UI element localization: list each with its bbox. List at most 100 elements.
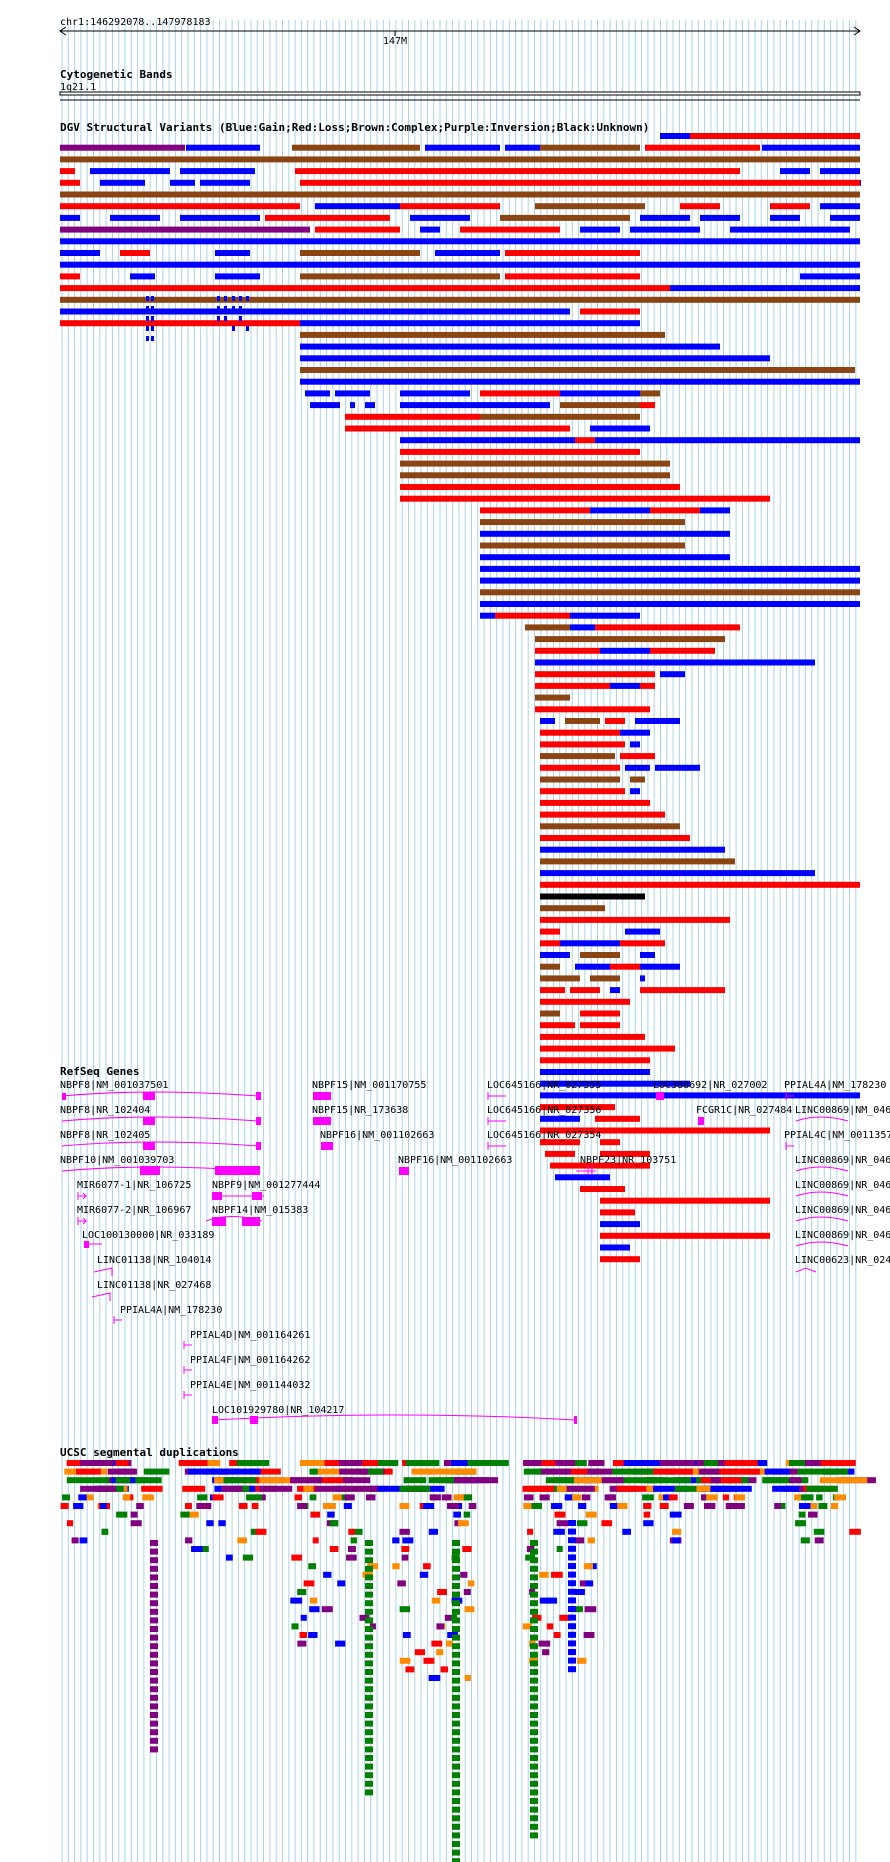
segdup-block[interactable] <box>437 1589 448 1595</box>
segdup-block[interactable] <box>346 1554 357 1561</box>
segdup-block[interactable] <box>414 1649 426 1656</box>
variant-bar[interactable] <box>300 308 570 315</box>
segdup-block[interactable] <box>616 1477 656 1484</box>
segdup-block[interactable] <box>365 1755 373 1761</box>
variant-bar[interactable] <box>540 928 560 935</box>
variant-bar[interactable] <box>365 402 375 409</box>
variant-bar[interactable] <box>640 402 655 409</box>
segdup-block[interactable] <box>242 1554 254 1561</box>
variant-bar[interactable] <box>200 179 250 186</box>
segdup-block[interactable] <box>574 1537 585 1544</box>
segdup-block[interactable] <box>699 1485 722 1492</box>
variant-tick[interactable] <box>217 306 220 311</box>
variant-bar[interactable] <box>640 987 725 994</box>
segdup-block[interactable] <box>365 1720 373 1727</box>
gene-label[interactable]: LINC00869|NR_046 <box>795 1155 890 1166</box>
segdup-block[interactable] <box>226 1554 233 1561</box>
variant-bar[interactable] <box>540 1057 650 1064</box>
variant-tick[interactable] <box>146 296 149 301</box>
segdup-block[interactable] <box>530 1565 538 1572</box>
segdup-block[interactable] <box>653 1485 690 1492</box>
segdup-block[interactable] <box>604 1494 616 1501</box>
segdup-block[interactable] <box>643 1511 651 1518</box>
segdup-block[interactable] <box>668 1468 693 1475</box>
segdup-block[interactable] <box>800 1494 810 1501</box>
segdup-block[interactable] <box>365 1634 373 1641</box>
segdup-block[interactable] <box>452 1600 460 1607</box>
segdup-block[interactable] <box>150 1651 158 1658</box>
segdup-block[interactable] <box>436 1649 444 1656</box>
segdup-block[interactable] <box>530 1540 538 1546</box>
variant-bar[interactable] <box>300 331 665 338</box>
variant-bar[interactable] <box>400 460 670 467</box>
segdup-block[interactable] <box>66 1477 110 1484</box>
segdup-block[interactable] <box>143 1468 170 1475</box>
segdup-block[interactable] <box>453 1511 461 1518</box>
segdup-block[interactable] <box>150 1677 158 1684</box>
segdup-block[interactable] <box>321 1606 333 1613</box>
variant-bar[interactable] <box>540 823 680 830</box>
segdup-block[interactable] <box>530 1583 538 1589</box>
variant-bar[interactable] <box>610 612 640 619</box>
segdup-block[interactable] <box>583 1632 595 1638</box>
segdup-block[interactable] <box>150 1634 158 1641</box>
segdup-block[interactable] <box>150 1746 158 1753</box>
variant-bar[interactable] <box>540 916 730 923</box>
segdup-block[interactable] <box>60 1503 69 1509</box>
segdup-block[interactable] <box>329 1546 339 1552</box>
segdup-block[interactable] <box>452 1858 460 1862</box>
segdup-block[interactable] <box>530 1634 538 1641</box>
segdup-block[interactable] <box>205 1503 212 1509</box>
segdup-block[interactable] <box>805 1494 814 1501</box>
segdup-block[interactable] <box>365 1780 373 1787</box>
segdup-block[interactable] <box>339 1468 369 1475</box>
segdup-block[interactable] <box>762 1477 787 1484</box>
gene-label[interactable]: LOC101929780|NR_104217 <box>212 1405 344 1416</box>
segdup-block[interactable] <box>588 1460 605 1466</box>
variant-bar[interactable] <box>540 1092 860 1099</box>
segdup-block[interactable] <box>342 1477 371 1484</box>
segdup-block[interactable] <box>464 1606 475 1613</box>
segdup-block[interactable] <box>405 1666 415 1673</box>
segdup-block[interactable] <box>698 1485 711 1492</box>
variant-bar[interactable] <box>600 402 640 409</box>
variant-bar[interactable] <box>540 905 605 912</box>
segdup-block[interactable] <box>196 1503 205 1509</box>
segdup-block[interactable] <box>530 1617 538 1624</box>
segdup-block[interactable] <box>150 1729 158 1736</box>
segdup-block[interactable] <box>150 1540 158 1546</box>
variant-bar[interactable] <box>60 226 310 233</box>
gene-label[interactable]: PPIAL4A|NM_178230 <box>120 1305 222 1316</box>
variant-bar[interactable] <box>630 788 640 795</box>
variant-bar[interactable] <box>540 1069 650 1075</box>
variant-bar[interactable] <box>565 718 600 724</box>
variant-tick[interactable] <box>146 336 149 341</box>
segdup-block[interactable] <box>428 1675 441 1681</box>
gene-label[interactable]: NBPF14|NM_015383 <box>212 1205 308 1216</box>
gene-label[interactable]: PPIAL4C|NM_0011357 <box>784 1130 890 1141</box>
variant-bar[interactable] <box>860 179 861 186</box>
segdup-block[interactable] <box>583 1563 593 1570</box>
segdup-block[interactable] <box>431 1597 441 1604</box>
variant-bar[interactable] <box>495 612 570 619</box>
segdup-block[interactable] <box>813 1528 825 1535</box>
variant-bar[interactable] <box>590 975 620 982</box>
variant-bar[interactable] <box>300 343 720 350</box>
segdup-block[interactable] <box>530 1677 538 1684</box>
variant-bar[interactable] <box>620 753 655 760</box>
segdup-block[interactable] <box>365 1626 373 1632</box>
segdup-block[interactable] <box>62 1494 70 1501</box>
segdup-block[interactable] <box>309 1468 322 1475</box>
segdup-block[interactable] <box>703 1503 716 1509</box>
segdup-block[interactable] <box>462 1494 473 1501</box>
segdup-block[interactable] <box>76 1468 101 1475</box>
segdup-block[interactable] <box>323 1571 332 1578</box>
segdup-block[interactable] <box>553 1528 565 1535</box>
variant-bar[interactable] <box>540 1115 580 1122</box>
variant-bar[interactable] <box>60 179 80 186</box>
segdup-block[interactable] <box>530 1712 538 1718</box>
segdup-block[interactable] <box>530 1651 538 1658</box>
segdup-block[interactable] <box>332 1494 342 1501</box>
segdup-block[interactable] <box>800 1537 810 1544</box>
segdup-block[interactable] <box>352 1528 363 1535</box>
